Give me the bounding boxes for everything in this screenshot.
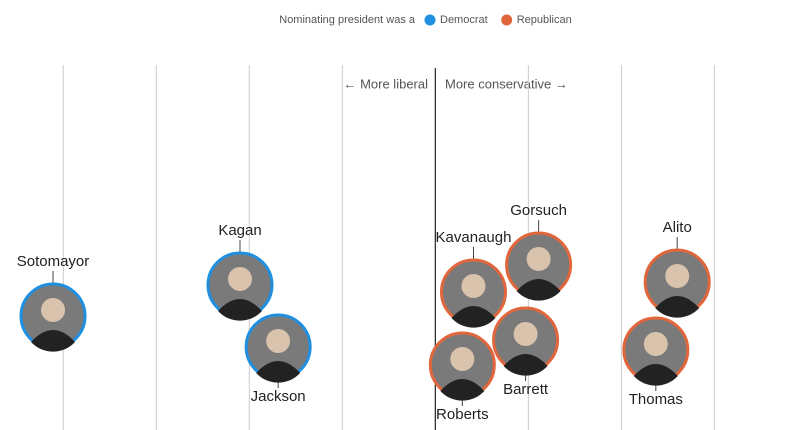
justice-name: Gorsuch	[510, 202, 567, 219]
legend-swatch	[501, 14, 513, 26]
portrait-body	[440, 379, 485, 401]
portrait-head	[228, 267, 252, 291]
justice-name: Barrett	[503, 381, 549, 398]
legend-swatch	[424, 14, 436, 26]
justice-marker	[643, 248, 711, 318]
portrait-head	[450, 347, 475, 371]
legend-label: Republican	[517, 14, 572, 26]
portrait-body	[516, 279, 561, 301]
legend-title: Nominating president was a	[279, 14, 416, 26]
justice-name: Alito	[663, 219, 692, 236]
portrait-body	[633, 364, 678, 386]
justice-marker	[428, 331, 496, 401]
portrait-head	[513, 322, 538, 346]
justice-marker	[244, 313, 312, 383]
portrait-head	[526, 247, 551, 271]
legend-label: Democrat	[440, 14, 488, 26]
justice-name: Roberts	[436, 406, 489, 423]
justice-name: Jackson	[251, 388, 306, 405]
justice-marker	[492, 306, 560, 376]
portrait-head	[41, 298, 66, 322]
portrait-body	[451, 306, 496, 328]
portrait-head	[266, 329, 291, 353]
portrait-body	[31, 330, 76, 352]
portrait-body	[218, 299, 262, 321]
portrait-head	[461, 274, 486, 298]
annotation: More conservative →	[445, 76, 568, 91]
portrait-body	[655, 296, 700, 318]
justice-name: Kavanaugh	[436, 229, 512, 246]
justice-marker	[505, 231, 573, 301]
justice-marker	[19, 282, 87, 352]
portrait-body	[256, 361, 301, 383]
portrait-head	[643, 332, 668, 356]
justice-marker	[206, 251, 274, 321]
justice-marker	[439, 258, 507, 328]
justice-name: Thomas	[629, 391, 683, 408]
justice-marker	[622, 316, 690, 386]
portrait-head	[665, 264, 690, 288]
justice-name: Sotomayor	[17, 253, 90, 270]
annotation: ← More liberal	[343, 76, 428, 91]
justice-name: Kagan	[218, 222, 261, 239]
portrait-body	[503, 354, 548, 376]
